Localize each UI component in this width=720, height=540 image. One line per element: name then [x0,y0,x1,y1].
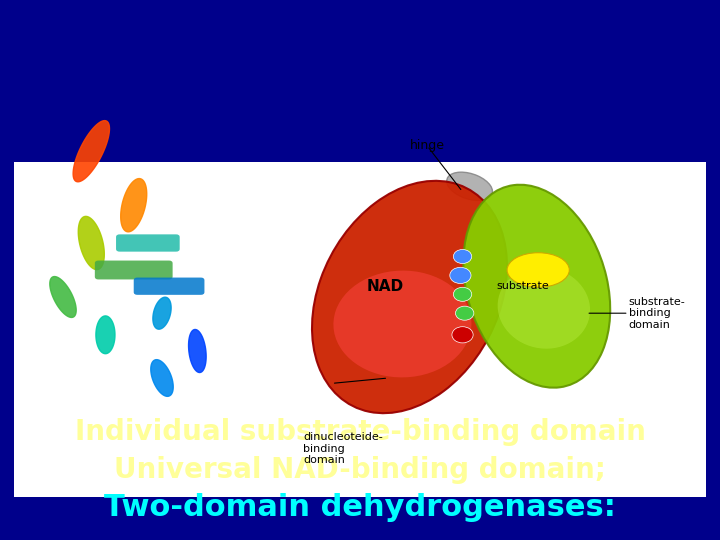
Ellipse shape [507,253,570,287]
FancyBboxPatch shape [14,162,261,497]
Ellipse shape [312,181,507,413]
Polygon shape [78,217,104,269]
FancyBboxPatch shape [95,261,173,280]
Text: Individual substrate-binding domain: Individual substrate-binding domain [75,418,645,446]
Ellipse shape [446,172,492,200]
Polygon shape [189,329,206,373]
Ellipse shape [454,287,472,301]
Polygon shape [153,297,171,329]
Ellipse shape [498,267,590,349]
Polygon shape [96,316,115,354]
Ellipse shape [464,185,611,388]
Ellipse shape [450,267,471,284]
Text: hinge: hinge [410,139,445,152]
Ellipse shape [333,271,472,377]
Text: substrate: substrate [496,281,549,291]
FancyBboxPatch shape [116,234,180,252]
Text: Two-domain dehydrogenases:: Two-domain dehydrogenases: [104,493,616,522]
FancyBboxPatch shape [261,162,706,497]
Polygon shape [150,360,174,396]
Polygon shape [121,179,147,232]
FancyBboxPatch shape [134,278,204,295]
Ellipse shape [456,306,474,320]
Text: NAD: NAD [366,279,403,294]
Text: dinucleoteide-
binding
domain: dinucleoteide- binding domain [303,432,383,465]
Polygon shape [73,120,109,182]
Ellipse shape [454,249,472,264]
Polygon shape [50,276,76,318]
Ellipse shape [452,327,473,343]
Text: Universal NAD-binding domain;: Universal NAD-binding domain; [114,456,606,484]
Text: substrate-
binding
domain: substrate- binding domain [629,296,685,330]
